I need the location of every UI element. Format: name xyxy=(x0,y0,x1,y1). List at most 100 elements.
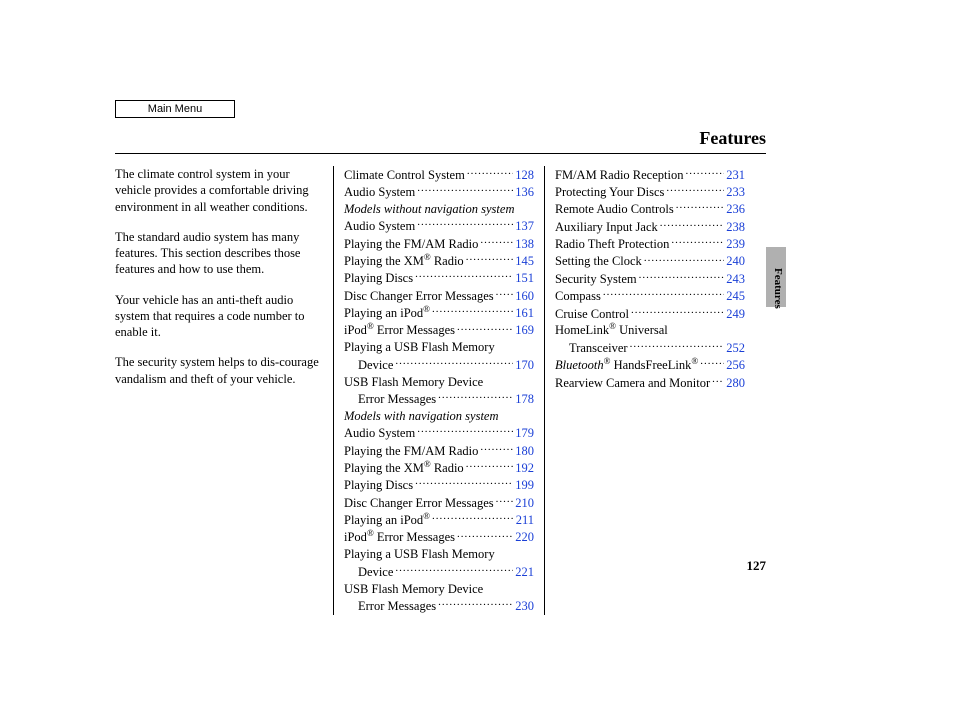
toc-entry: Error Messages230 xyxy=(344,597,534,614)
toc-page-link[interactable]: 236 xyxy=(726,201,745,218)
toc-entry-label: Playing an iPod® xyxy=(344,305,430,322)
toc-page-link[interactable]: 245 xyxy=(726,288,745,305)
toc-column-1: Climate Control System 128Audio System136… xyxy=(334,166,544,615)
toc-page-link[interactable]: 180 xyxy=(515,443,534,460)
toc-leader-dots xyxy=(438,597,513,610)
toc-entry: Compass245 xyxy=(555,288,745,305)
toc-page-link[interactable]: 231 xyxy=(726,167,745,184)
intro-paragraph: The climate control system in your vehic… xyxy=(115,166,323,215)
toc-leader-dots xyxy=(660,218,724,231)
toc-page-link[interactable]: 151 xyxy=(515,270,534,287)
toc-entry-label: Playing an iPod® xyxy=(344,512,430,529)
toc-page-link[interactable]: 138 xyxy=(515,236,534,253)
toc-entry: Playing Discs 151 xyxy=(344,270,534,287)
side-tab-label: Features xyxy=(772,268,784,309)
toc-page-link[interactable]: 233 xyxy=(726,184,745,201)
toc-leader-dots xyxy=(432,305,513,318)
toc-leader-dots xyxy=(417,218,513,231)
toc-entry: Rearview Camera and Monitor 280 xyxy=(555,374,745,391)
toc-entry-label: Playing Discs xyxy=(344,477,413,494)
toc-page-link[interactable]: 221 xyxy=(515,564,534,581)
main-menu-button[interactable]: Main Menu xyxy=(115,100,235,118)
toc-page-link[interactable]: 240 xyxy=(726,253,745,270)
toc-page-link[interactable]: 256 xyxy=(726,357,745,374)
toc-entry: Playing the FM/AM Radio180 xyxy=(344,442,534,459)
page-number: 127 xyxy=(747,558,767,574)
toc-page-link[interactable]: 128 xyxy=(515,167,534,184)
toc-entry-label: Transceiver xyxy=(569,340,628,357)
toc-entry: Error Messages178 xyxy=(344,390,534,407)
toc-page-link[interactable]: 179 xyxy=(515,425,534,442)
toc-entry: iPod® Error Messages220 xyxy=(344,529,534,546)
toc-leader-dots xyxy=(417,183,513,196)
toc-page-link[interactable]: 252 xyxy=(726,340,745,357)
toc-leader-dots xyxy=(639,270,725,283)
toc-entry: Auxiliary Input Jack238 xyxy=(555,218,745,235)
toc-entry-label: Disc Changer Error Messages xyxy=(344,495,494,512)
toc-column-2: FM/AM Radio Reception231Protecting Your … xyxy=(545,166,755,615)
toc-entry-label: Bluetooth® HandsFreeLink® xyxy=(555,357,698,374)
toc-entry: Climate Control System 128 xyxy=(344,166,534,183)
toc-entry-label: Setting the Clock xyxy=(555,253,642,270)
toc-page-link[interactable]: 145 xyxy=(515,253,534,270)
content-columns: The climate control system in your vehic… xyxy=(115,166,766,615)
toc-leader-dots xyxy=(603,288,724,301)
toc-entry: Setting the Clock 240 xyxy=(555,253,745,270)
toc-page-link[interactable]: 137 xyxy=(515,218,534,235)
toc-leader-dots xyxy=(671,236,724,249)
toc-entry-label: Security System xyxy=(555,271,637,288)
toc-entry-label: Remote Audio Controls xyxy=(555,201,674,218)
toc-entry-label: Playing the XM® Radio xyxy=(344,253,464,270)
toc-leader-dots xyxy=(395,563,513,576)
toc-entry-label: Device xyxy=(358,564,393,581)
toc-page-link[interactable]: 199 xyxy=(515,477,534,494)
toc-page-link[interactable]: 211 xyxy=(516,512,534,529)
toc-page-link[interactable]: 230 xyxy=(515,598,534,615)
toc-entry: Device 170 xyxy=(344,356,534,373)
toc-leader-dots xyxy=(644,253,724,266)
toc-entry: Security System 243 xyxy=(555,270,745,287)
toc-page-link[interactable]: 243 xyxy=(726,271,745,288)
toc-page-link[interactable]: 160 xyxy=(515,288,534,305)
toc-leader-dots xyxy=(480,235,513,248)
toc-leader-dots xyxy=(496,287,514,300)
toc-entry-label: Playing Discs xyxy=(344,270,413,287)
toc-entry: Playing the XM® Radio 192 xyxy=(344,459,534,476)
toc-entry: Radio Theft Protection 239 xyxy=(555,236,745,253)
toc-page-link[interactable]: 192 xyxy=(515,460,534,477)
page-title: Features xyxy=(699,128,766,148)
toc-entry: Audio System136 xyxy=(344,183,534,200)
toc-entry-label: Device xyxy=(358,357,393,374)
toc-entry-label: Radio Theft Protection xyxy=(555,236,669,253)
toc-leader-dots xyxy=(685,166,724,179)
toc-page-link[interactable]: 239 xyxy=(726,236,745,253)
toc-entry-label: Playing the XM® Radio xyxy=(344,460,464,477)
toc-page-link[interactable]: 280 xyxy=(726,375,745,392)
toc-entry-label: Climate Control System xyxy=(344,167,465,184)
toc-page-link[interactable]: 210 xyxy=(515,495,534,512)
toc-page-link[interactable]: 169 xyxy=(515,322,534,339)
toc-leader-dots xyxy=(467,166,513,179)
toc-entry: Audio System179 xyxy=(344,425,534,442)
toc-entry: Playing the XM® Radio 145 xyxy=(344,252,534,269)
toc-entry: Playing the FM/AM Radio138 xyxy=(344,235,534,252)
toc-leader-dots xyxy=(676,201,725,214)
toc-page-link[interactable]: 238 xyxy=(726,219,745,236)
toc-page-link[interactable]: 161 xyxy=(515,305,534,322)
toc-page-link[interactable]: 170 xyxy=(515,357,534,374)
toc-entry: Playing Discs 199 xyxy=(344,477,534,494)
toc-entry-label: Rearview Camera and Monitor xyxy=(555,375,710,392)
toc-page-link[interactable]: 178 xyxy=(515,391,534,408)
toc-section-heading: Models without navigation system xyxy=(344,201,534,218)
toc-entry: Cruise Control249 xyxy=(555,305,745,322)
toc-page-link[interactable]: 136 xyxy=(515,184,534,201)
toc-entry-label: iPod® Error Messages xyxy=(344,322,455,339)
toc-entry: Disc Changer Error Messages 210 xyxy=(344,494,534,511)
title-bar: Features xyxy=(115,128,766,154)
toc-leader-dots xyxy=(395,356,513,369)
toc-leader-dots xyxy=(496,494,514,507)
intro-paragraph: Your vehicle has an anti-theft audio sys… xyxy=(115,292,323,341)
toc-page-link[interactable]: 249 xyxy=(726,306,745,323)
toc-leader-dots xyxy=(457,322,513,335)
toc-page-link[interactable]: 220 xyxy=(515,529,534,546)
